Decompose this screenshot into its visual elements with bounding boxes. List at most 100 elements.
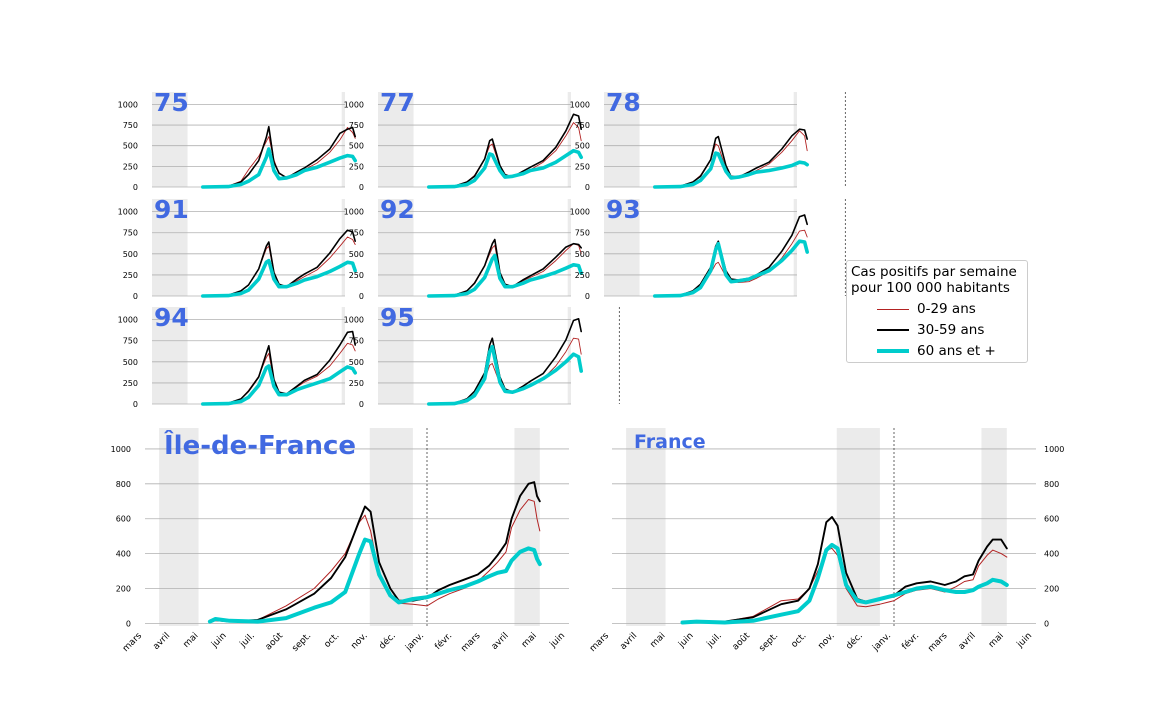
x-tick-label--le-de-france: oct. (323, 631, 342, 650)
x-tick-label-france: janv. (870, 631, 893, 654)
y-tick-label-france: 0 (1044, 619, 1049, 628)
y-tick-label-91: 750 (123, 229, 138, 238)
y-tick-label-75: 250 (123, 162, 138, 171)
x-tick-label-france: nov. (816, 631, 836, 651)
x-tick-label--le-de-france: sept. (290, 631, 313, 654)
y-tick-label-france: 600 (1044, 515, 1059, 524)
x-tick-label--le-de-france: mai (182, 631, 201, 650)
legend-title: Cas positifs par semaine pour 100 000 ha… (851, 264, 1017, 296)
y-tick-label-france: 400 (1044, 550, 1059, 559)
series-line-france-0 (682, 547, 1008, 623)
series-line-94-2 (201, 364, 358, 406)
lockdown-band-91-0 (152, 199, 188, 296)
x-tick-label--le-de-france: juin (209, 631, 228, 650)
lockdown-band-france-1 (836, 428, 880, 626)
y-tick-label-91: 250 (123, 271, 138, 280)
y-tick-label-95: 250 (349, 379, 364, 388)
y-tick-label-95: 0 (359, 400, 364, 409)
x-tick-label--le-de-france: mai (520, 631, 539, 650)
y-tick-label-93: 750 (575, 229, 590, 238)
lockdown-band-93-0 (604, 199, 640, 296)
panel-label-94: 94 (154, 303, 189, 332)
y-tick-label-91: 1000 (118, 208, 138, 217)
y-tick-label-france: 1000 (1044, 445, 1064, 454)
lockdown-band-france-0 (626, 428, 666, 626)
series-line-77-2 (426, 148, 584, 189)
legend-title-line1: Cas positifs par semaine (851, 264, 1017, 280)
lockdown-band--le-de-france-0 (159, 428, 199, 626)
y-tick-label-93: 500 (575, 250, 590, 259)
y-tick-label-78: 750 (575, 121, 590, 130)
lockdown-band--le-de-france-1 (369, 428, 413, 626)
x-tick-label-france: juin (1015, 631, 1034, 650)
y-tick-label-77: 750 (349, 121, 364, 130)
y-tick-label-75: 1000 (118, 100, 138, 109)
panel-label-91: 91 (154, 195, 189, 224)
lockdown-band--le-de-france-2 (514, 428, 540, 626)
panel-label-78: 78 (606, 88, 641, 117)
panel-label--le-de-france: Île-de-France (164, 429, 356, 461)
lockdown-band-77-1 (567, 92, 571, 187)
legend-swatch-mid (877, 329, 909, 331)
lockdown-band-95-1 (567, 307, 571, 404)
lockdown-band-75-0 (152, 92, 188, 187)
y-tick-label-78: 500 (575, 142, 590, 151)
lockdown-band-78-0 (604, 92, 640, 187)
x-tick-label--le-de-france: juil. (238, 631, 257, 650)
y-tick-label--le-de-france: 800 (116, 480, 131, 489)
y-tick-label--le-de-france: 400 (116, 550, 131, 559)
series-line-78-2 (652, 151, 810, 189)
x-tick-label--le-de-france: févr. (433, 630, 455, 652)
lockdown-band-95-0 (378, 307, 414, 404)
y-tick-label-77: 500 (349, 142, 364, 151)
series-line-91-2 (201, 258, 358, 298)
y-tick-label--le-de-france: 200 (116, 584, 131, 593)
y-tick-label-78: 0 (585, 183, 590, 192)
lockdown-band-78-1 (793, 92, 797, 187)
legend-item-mid: 30-59 ans (877, 321, 1027, 339)
x-tick-label-france: mars (926, 631, 949, 654)
legend-label-mid: 30-59 ans (917, 322, 985, 338)
y-tick-label-94: 750 (123, 337, 138, 346)
y-tick-label-france: 200 (1044, 584, 1059, 593)
x-tick-label--le-de-france: déc. (377, 630, 398, 651)
legend-swatch-young (877, 309, 909, 310)
series-line-93-0 (654, 229, 808, 297)
series-line-75-1 (202, 125, 357, 188)
y-tick-label--le-de-france: 1000 (111, 445, 131, 454)
series-line-95-2 (426, 344, 584, 406)
y-tick-label--le-de-france: 0 (126, 619, 131, 628)
y-tick-label-78: 250 (575, 162, 590, 171)
y-tick-label-93: 1000 (570, 208, 590, 217)
y-tick-label-77: 0 (359, 183, 364, 192)
x-tick-label-france: févr. (900, 630, 922, 652)
y-tick-label-91: 500 (123, 250, 138, 259)
series-line-france-2 (680, 542, 1009, 625)
y-tick-label-78: 1000 (570, 100, 590, 109)
panel-label-93: 93 (606, 195, 641, 224)
series-line-93-2 (652, 239, 810, 298)
panel-label-92: 92 (380, 195, 415, 224)
panel-label-france: France (634, 431, 706, 453)
x-tick-label-france: mai (987, 631, 1006, 650)
x-tick-label-france: avril (957, 631, 978, 652)
lockdown-band-75-1 (341, 92, 345, 187)
legend-swatch-old (877, 349, 909, 353)
y-tick-label-93: 250 (575, 271, 590, 280)
y-tick-label-94: 250 (123, 379, 138, 388)
y-tick-label-93: 0 (585, 292, 590, 301)
y-tick-label-92: 250 (349, 271, 364, 280)
lockdown-band-france-2 (981, 428, 1007, 626)
lockdown-band-92-0 (378, 199, 414, 296)
lockdown-band-94-1 (341, 307, 345, 404)
x-tick-label-france: août (731, 631, 753, 653)
legend-title-line2: pour 100 000 habitants (851, 280, 1010, 296)
y-tick-label-75: 0 (133, 183, 138, 192)
lockdown-band-91-1 (341, 199, 345, 296)
y-tick-label-75: 500 (123, 142, 138, 151)
x-tick-label--le-de-france: mars (121, 631, 144, 654)
legend-item-young: 0-29 ans (877, 300, 1027, 318)
y-tick-label-92: 0 (359, 292, 364, 301)
y-tick-label-95: 750 (349, 337, 364, 346)
x-tick-label-france: mai (649, 631, 668, 650)
